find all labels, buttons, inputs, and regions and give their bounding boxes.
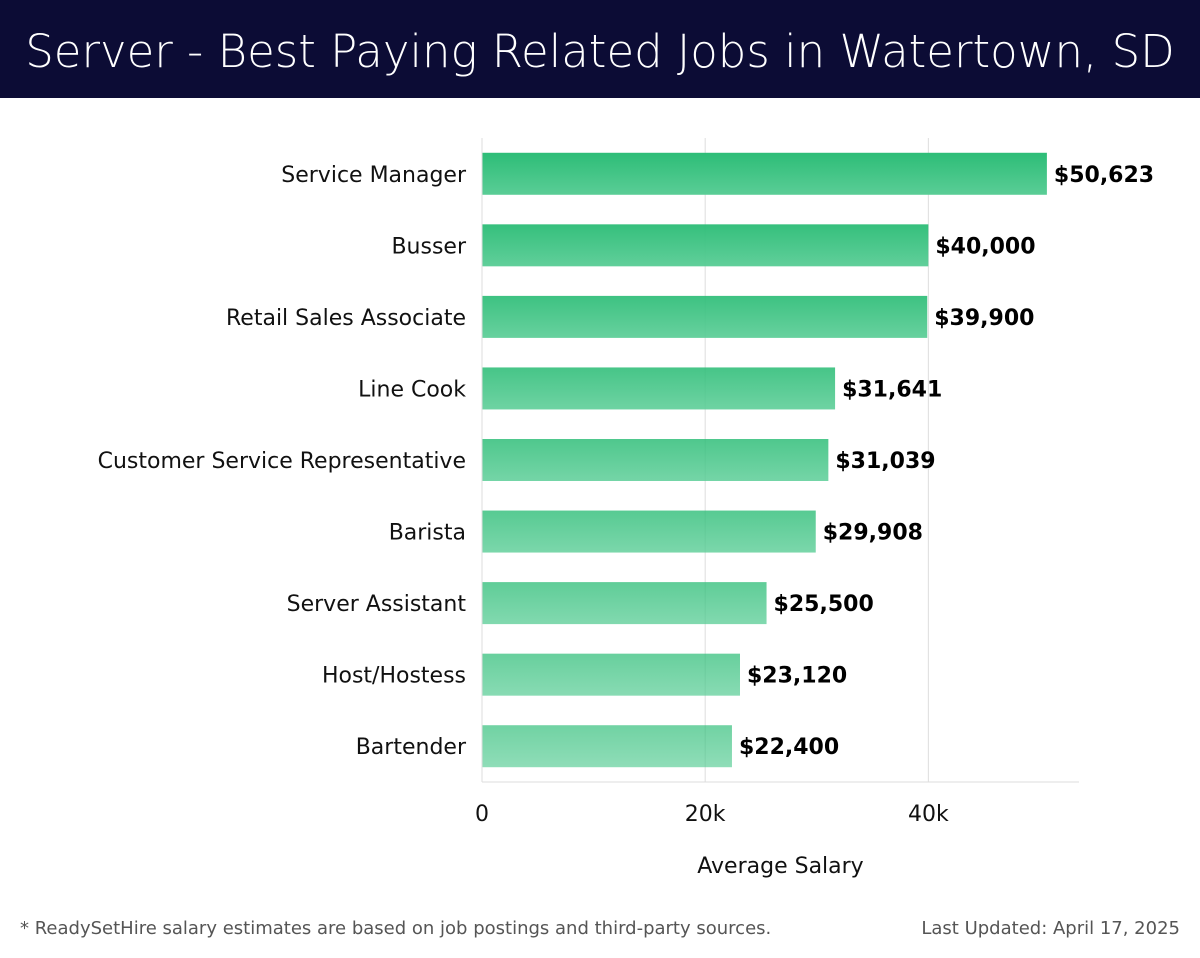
bar-host-hostess bbox=[482, 653, 740, 696]
value-label: $31,039 bbox=[835, 449, 935, 474]
value-label: $22,400 bbox=[739, 735, 839, 760]
value-label: $25,500 bbox=[774, 592, 874, 617]
x-tick-label: 40k bbox=[908, 802, 949, 827]
x-axis-title: Average Salary bbox=[697, 854, 863, 879]
bar-line-cook bbox=[482, 367, 836, 410]
title-banner: Server - Best Paying Related Jobs in Wat… bbox=[0, 0, 1200, 98]
bar-retail-sales-associate bbox=[482, 295, 928, 338]
footnote: * ReadySetHire salary estimates are base… bbox=[20, 918, 772, 939]
bar-server-assistant bbox=[482, 582, 767, 625]
category-label: Host/Hostess bbox=[322, 664, 466, 689]
bar-service-manager bbox=[482, 152, 1047, 195]
category-label: Bartender bbox=[356, 735, 467, 760]
value-label: $40,000 bbox=[935, 234, 1035, 259]
bar-customer-service-representative bbox=[482, 439, 829, 481]
category-label: Line Cook bbox=[358, 377, 466, 402]
value-label: $29,908 bbox=[823, 521, 923, 546]
last-updated: Last Updated: April 17, 2025 bbox=[921, 918, 1180, 939]
bar-bartender bbox=[482, 725, 732, 768]
bar-busser bbox=[482, 224, 929, 267]
bar-barista bbox=[482, 510, 816, 553]
category-label: Service Manager bbox=[281, 163, 467, 188]
bar-layer bbox=[482, 152, 1047, 768]
x-tick-label: 20k bbox=[685, 802, 726, 827]
category-label: Server Assistant bbox=[287, 592, 467, 617]
category-label: Busser bbox=[391, 234, 466, 259]
value-label: $31,641 bbox=[842, 377, 942, 402]
page-title: Server - Best Paying Related Jobs in Wat… bbox=[25, 25, 1175, 78]
label-layer: Service Manager $50,623 Busser $40,000 Retai… bbox=[98, 163, 1155, 760]
x-tick-label: 0 bbox=[475, 802, 489, 827]
value-label: $23,120 bbox=[747, 664, 847, 689]
category-label: Customer Service Representative bbox=[98, 449, 466, 474]
salary-bar-chart: Service Manager $50,623 Busser $40,000 Retai… bbox=[98, 138, 1155, 879]
category-label: Retail Sales Associate bbox=[226, 306, 466, 331]
axis-layer: 0 20k 40k Average Salary bbox=[475, 138, 1079, 879]
category-label: Barista bbox=[389, 521, 466, 546]
value-label: $39,900 bbox=[934, 306, 1034, 331]
value-label: $50,623 bbox=[1054, 163, 1154, 188]
